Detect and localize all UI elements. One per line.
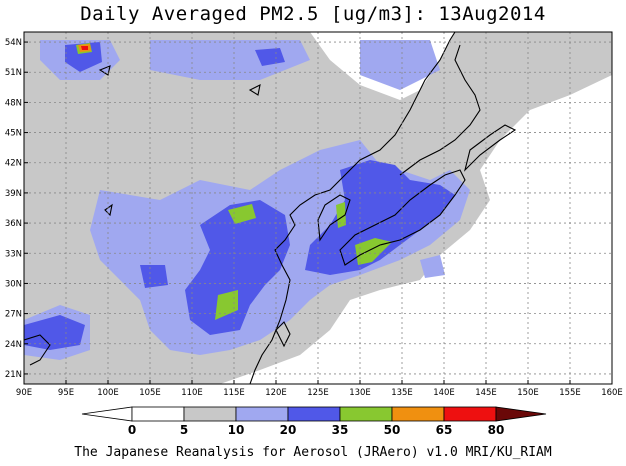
colorbar-segment [391,406,445,422]
x-tick-label: 150E [517,388,539,398]
y-tick-label: 51N [5,68,22,78]
y-tick-label: 36N [5,219,22,229]
colorbar-segment [235,406,289,422]
x-tick-label: 140E [433,388,455,398]
colorbar-segment [339,406,393,422]
colorbar-right-arrow [495,406,547,422]
x-tick-label: 110E [181,388,203,398]
y-tick-label: 24N [5,340,22,350]
y-tick-label: 27N [5,310,22,320]
colorbar-segment [287,406,341,422]
colorbar-label: 0 [128,423,136,437]
x-tick-label: 160E [601,388,623,398]
y-tick-label: 21N [5,370,22,380]
y-tick-label: 33N [5,249,22,259]
x-tick-label: 115E [223,388,245,398]
x-tick-label: 125E [307,388,329,398]
footer-credit: The Japanese Reanalysis for Aerosol (JRA… [74,445,552,460]
x-tick-label: 95E [58,388,74,398]
map-title: Daily Averaged PM2.5 [ug/m3]: 13Aug2014 [80,3,546,25]
x-tick-label: 145E [475,388,497,398]
x-tick-labels: 90E 95E 100E 105E 110E 115E 120E 125E 130E 135E 14… [16,380,623,398]
colorbar-label: 35 [332,423,349,437]
coastlines [24,32,517,384]
pm-contour-20 [24,42,455,350]
y-tick-label: 39N [5,189,22,199]
y-tick-label: 42N [5,159,22,169]
x-tick-label: 135E [391,388,413,398]
colorbar-left-arrow [81,406,133,422]
pm-contour-65 [81,46,88,50]
colorbar-label: 10 [228,423,245,437]
y-tick-label: 54N [5,38,22,48]
y-tick-label: 48N [5,98,22,108]
x-tick-label: 105E [139,388,161,398]
x-tick-label: 155E [559,388,581,398]
y-tick-label: 45N [5,129,22,139]
colorbar-label: 50 [384,423,401,437]
colorbar-segment [183,406,237,422]
colorbar-label: 65 [436,423,453,437]
colorbar-label: 5 [180,423,188,437]
colorbar-label: 80 [488,423,505,437]
colorbar-segment [443,406,497,422]
y-tick-label: 30N [5,279,22,289]
colorbar-label: 20 [280,423,297,437]
gridlines [24,32,612,384]
x-tick-label: 130E [349,388,371,398]
y-tick-labels: 21N 24N 27N 30N 33N 36N 39N 42N 45N 48N 51N 54N [5,38,28,380]
x-tick-label: 120E [265,388,287,398]
colorbar-segment [131,406,185,422]
x-tick-label: 90E [16,388,32,398]
x-tick-label: 100E [97,388,119,398]
colorbar-legend: 0 5 10 20 35 50 65 80 [81,406,547,437]
